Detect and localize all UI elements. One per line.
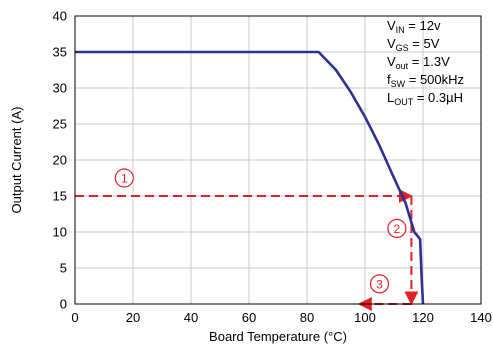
x-tick-label: 20 — [126, 310, 140, 325]
annotations: 1 2 3 — [75, 168, 419, 311]
x-tick-label: 100 — [354, 310, 376, 325]
tick-labels: 0 20 40 60 80 100 120 140 0 5 10 15 20 25 30 35 40 — [53, 9, 492, 326]
annotation-number: 2 — [394, 222, 401, 236]
annotation-number: 3 — [376, 277, 383, 291]
condition-label: VGS = 5V — [387, 36, 440, 53]
annotation-marker-2: 2 — [387, 218, 407, 238]
y-tick-label: 25 — [53, 117, 67, 132]
y-tick-label: 10 — [53, 225, 67, 240]
y-tick-label: 35 — [53, 45, 67, 60]
x-tick-label: 140 — [470, 310, 492, 325]
y-tick-label: 20 — [53, 153, 67, 168]
y-tick-label: 30 — [53, 81, 67, 96]
plot-frame — [74, 15, 482, 305]
y-tick-label: 0 — [60, 297, 67, 312]
y-axis-label: Output Current (A) — [9, 107, 24, 214]
condition-label: VIN = 12v — [387, 18, 441, 35]
x-tick-label: 40 — [184, 310, 198, 325]
condition-label: fSW = 500kHz — [387, 72, 464, 89]
y-tick-label: 15 — [53, 189, 67, 204]
annotation-marker-1: 1 — [114, 168, 134, 188]
y-tick-label: 5 — [60, 261, 67, 276]
x-tick-label: 0 — [71, 310, 78, 325]
y-tick-label: 40 — [53, 9, 67, 24]
series — [75, 50, 425, 305]
condition-label: LOUT = 0.3µH — [387, 90, 463, 107]
annotation-circle — [387, 218, 407, 238]
condition-label: Vout = 1.3V — [387, 54, 450, 71]
x-axis-label: Board Temperature (°C) — [209, 329, 347, 344]
annotation-circle — [114, 168, 134, 188]
x-tick-label: 80 — [300, 310, 314, 325]
annotation-number: 1 — [121, 172, 128, 186]
annotation-marker-3: 3 — [369, 274, 390, 294]
annotation-circle — [369, 274, 390, 294]
x-tick-label: 120 — [412, 310, 434, 325]
series-line — [75, 50, 425, 305]
x-tick-label: 60 — [242, 310, 256, 325]
